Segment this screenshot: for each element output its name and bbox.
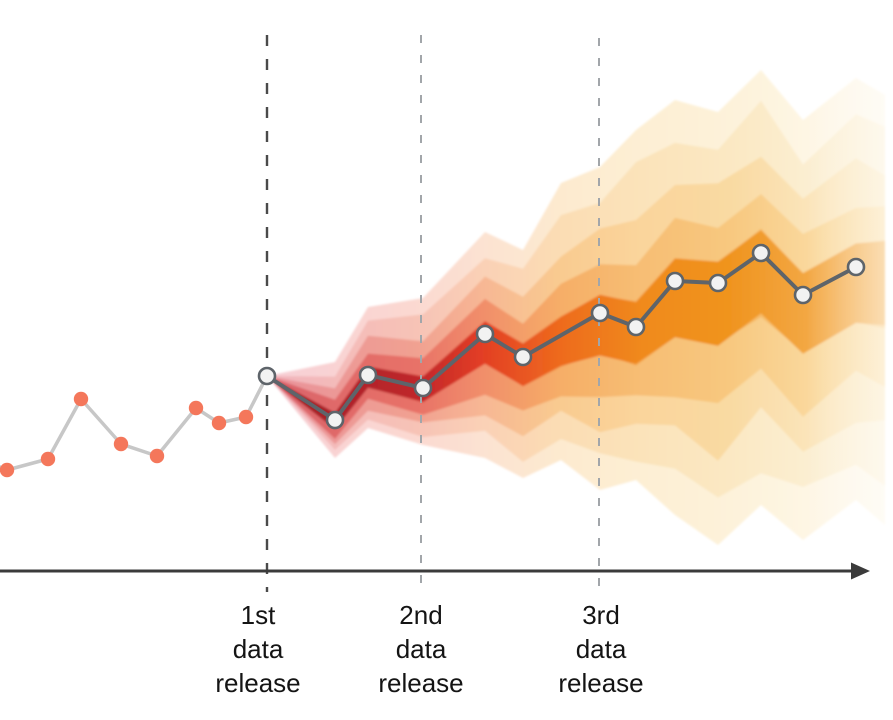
release-label-line: 1st: [240, 600, 276, 630]
release-label-line: data: [575, 634, 627, 664]
observed-point: [188, 400, 204, 416]
release-label-line: 2nd: [399, 600, 443, 630]
observed-point: [113, 436, 129, 452]
forecast-point: [257, 366, 277, 386]
forecast-point: [665, 271, 685, 291]
observed-point: [73, 391, 89, 407]
release-label-3rd: 3rd data release: [521, 598, 681, 700]
observed-point: [0, 462, 15, 478]
x-axis-arrowhead: [851, 562, 870, 580]
forecast-series: [257, 243, 866, 430]
release-label-line: data: [395, 634, 447, 664]
forecast-point: [626, 317, 646, 337]
observed-point: [238, 409, 254, 425]
forecast-point: [590, 303, 610, 323]
release-label-line: data: [232, 634, 284, 664]
release-label-2nd: 2nd data release: [341, 598, 501, 700]
forecast-point: [325, 410, 345, 430]
forecast-point: [413, 378, 433, 398]
uncertainty-fan: [267, 70, 885, 545]
observed-point: [40, 451, 56, 467]
release-label-line: release: [378, 668, 464, 698]
forecast-point: [475, 324, 495, 344]
observed-series: [0, 375, 269, 478]
forecast-point: [358, 365, 378, 385]
release-label-line: 3rd: [582, 600, 620, 630]
release-label-1st: 1st data release: [178, 598, 338, 700]
forecast-point: [793, 285, 813, 305]
forecast-point: [846, 257, 866, 277]
release-label-line: release: [215, 668, 301, 698]
release-label-line: release: [558, 668, 644, 698]
fan-fade-overlay: [806, 0, 893, 560]
forecast-point: [513, 347, 533, 367]
observed-point: [211, 415, 227, 431]
observed-line: [0, 375, 269, 472]
observed-point: [149, 448, 165, 464]
forecast-point: [751, 243, 771, 263]
x-axis: [0, 562, 870, 580]
forecast-point: [708, 273, 728, 293]
